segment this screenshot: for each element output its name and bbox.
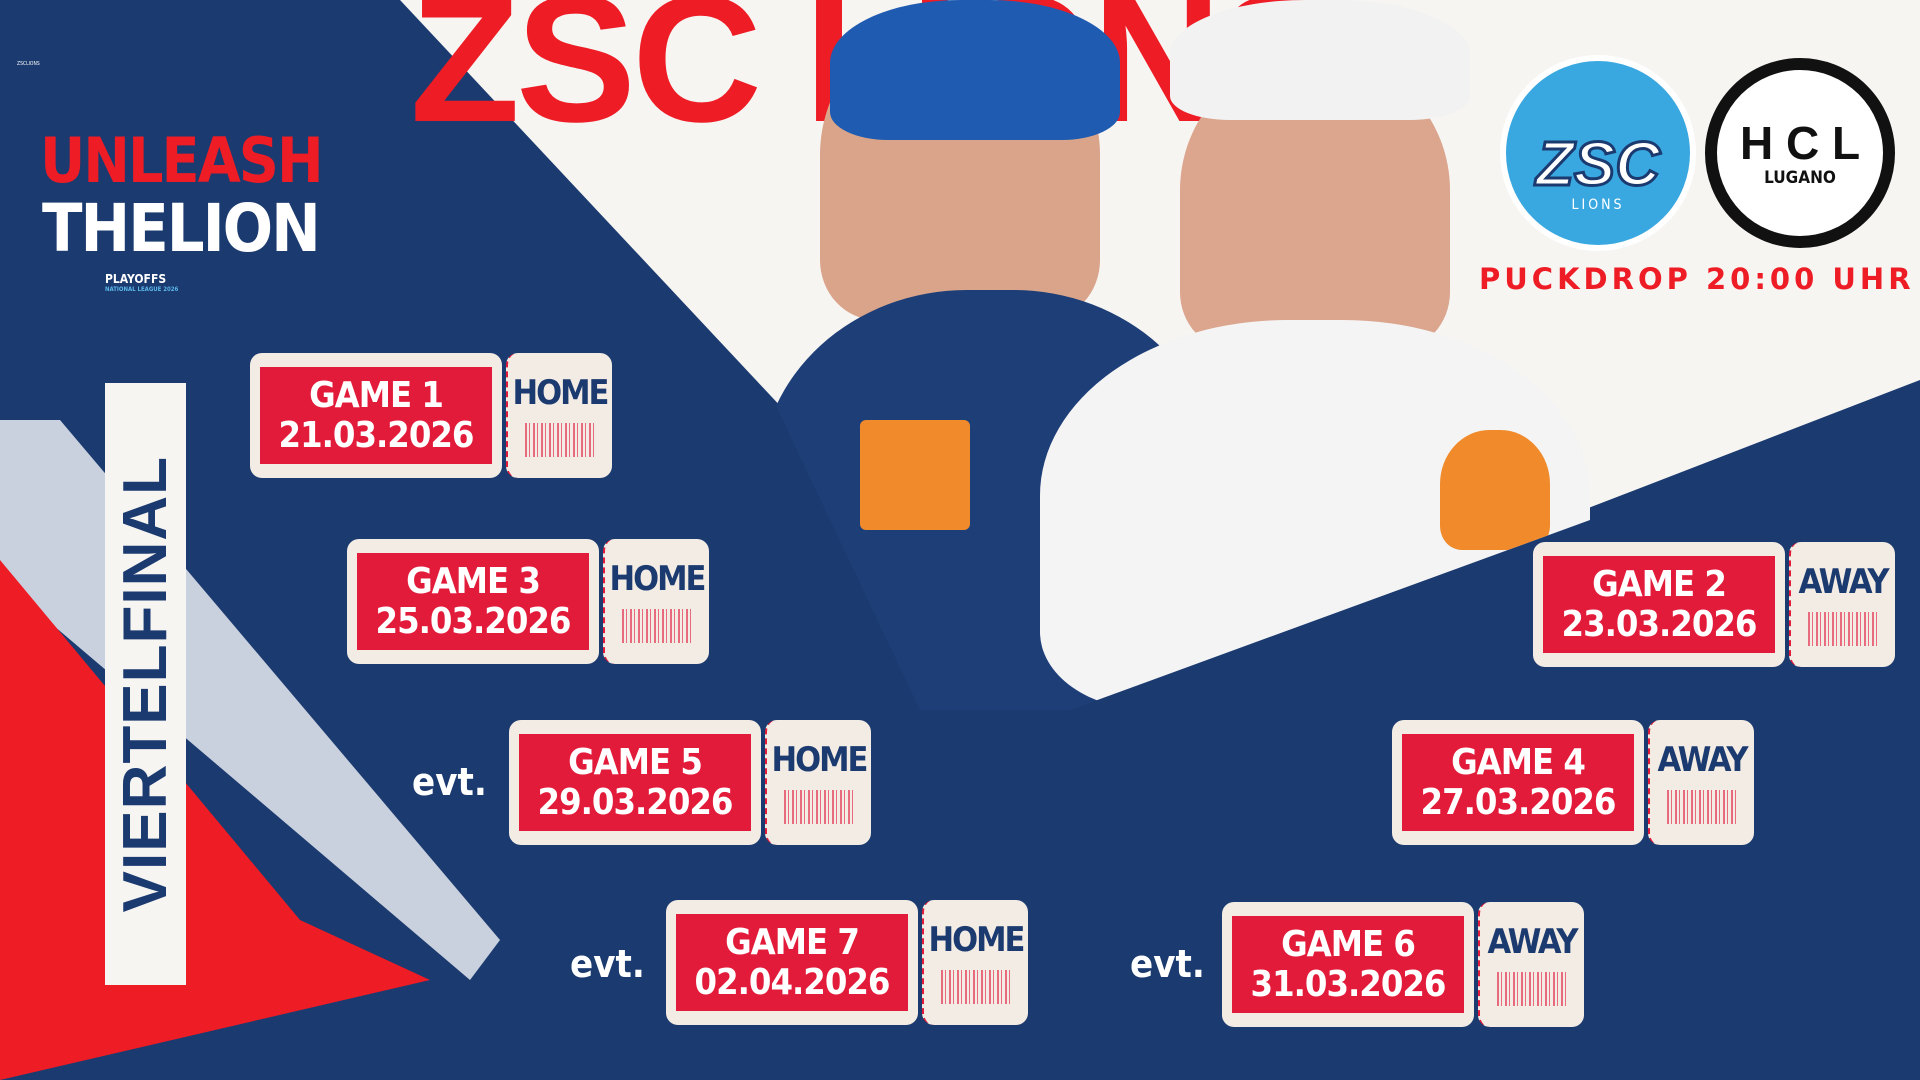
- playoffs-label: PLAYOFFS: [105, 272, 167, 286]
- game-date: 31.03.2026: [1250, 963, 1447, 1005]
- game-date: 29.03.2026: [537, 781, 734, 823]
- playoffs-logo: PLAYOFFS NATIONAL LEAGUE 2026: [105, 272, 178, 294]
- barcode-icon: [622, 609, 692, 643]
- players-photo: [740, 0, 1590, 710]
- ticket-stub: AWAY: [1648, 720, 1754, 845]
- ticket-stub: HOME: [922, 900, 1028, 1025]
- zsc-logo-sub: LIONS: [1571, 197, 1625, 213]
- ticket-main: GAME 4 27.03.2026: [1392, 720, 1644, 845]
- lugano-logo-letters: H C L: [1739, 117, 1861, 169]
- ticket-red-box: GAME 2 23.03.2026: [1543, 556, 1775, 653]
- barcode-icon: [941, 970, 1011, 1004]
- ticket-main: GAME 2 23.03.2026: [1533, 542, 1785, 667]
- game-ticket-2: GAME 2 23.03.2026 AWAY: [1533, 542, 1895, 667]
- game-ticket-4: GAME 4 27.03.2026 AWAY: [1392, 720, 1754, 845]
- venue-label: HOME: [512, 373, 610, 413]
- game-date: 23.03.2026: [1561, 603, 1758, 645]
- barcode-icon: [1667, 790, 1737, 824]
- round-banner: VIERTELFINAL: [105, 383, 186, 985]
- barcode-icon: [1497, 972, 1567, 1006]
- zsc-lions-logo: ZSC LIONS: [1500, 55, 1696, 251]
- eventual-label: evt.: [1130, 942, 1205, 986]
- game-label: GAME 3: [406, 560, 541, 602]
- player-right-helmet: [1170, 0, 1470, 120]
- game-label: GAME 4: [1451, 741, 1586, 783]
- slogan-the-lion: THELION: [42, 190, 321, 267]
- ticket-main: GAME 1 21.03.2026: [250, 353, 502, 478]
- ticket-red-box: GAME 7 02.04.2026: [676, 914, 908, 1011]
- ticket-red-box: GAME 3 25.03.2026: [357, 553, 589, 650]
- game-date: 21.03.2026: [278, 414, 475, 456]
- round-label: VIERTELFINAL: [110, 455, 180, 913]
- league-label: NATIONAL LEAGUE 2026: [105, 286, 179, 293]
- ticket-stub: HOME: [603, 539, 709, 664]
- ticket-main: GAME 6 31.03.2026: [1222, 902, 1474, 1027]
- ticket-main: GAME 7 02.04.2026: [666, 900, 918, 1025]
- zsc-logo-text: ZSC: [1535, 130, 1662, 199]
- ticket-stub: AWAY: [1478, 902, 1584, 1027]
- barcode-icon: [525, 423, 595, 457]
- game-label: GAME 6: [1281, 923, 1416, 965]
- venue-label: HOME: [771, 740, 869, 780]
- barcode-icon: [1808, 612, 1878, 646]
- ticket-stub: HOME: [506, 353, 612, 478]
- game-ticket-7: GAME 7 02.04.2026 HOME: [666, 900, 1028, 1025]
- ticket-red-box: GAME 6 31.03.2026: [1232, 916, 1464, 1013]
- venue-label: AWAY: [1798, 562, 1890, 602]
- game-date: 02.04.2026: [694, 961, 891, 1003]
- lugano-logo-name: LUGANO: [1764, 168, 1836, 188]
- tiny-watermark: ZSCLIONS: [17, 61, 40, 67]
- hc-lugano-logo: H C L LUGANO: [1705, 58, 1895, 248]
- game-ticket-5: GAME 5 29.03.2026 HOME: [509, 720, 871, 845]
- game-label: GAME 7: [725, 921, 860, 963]
- ticket-red-box: GAME 5 29.03.2026: [519, 734, 751, 831]
- ticket-stub: HOME: [765, 720, 871, 845]
- ticket-main: GAME 3 25.03.2026: [347, 539, 599, 664]
- game-label: GAME 5: [568, 741, 703, 783]
- game-label: GAME 2: [1592, 563, 1727, 605]
- eventual-label: evt.: [570, 942, 645, 986]
- ticket-stub: AWAY: [1789, 542, 1895, 667]
- barcode-icon: [784, 790, 854, 824]
- venue-label: AWAY: [1657, 740, 1749, 780]
- game-date: 27.03.2026: [1420, 781, 1617, 823]
- jersey-sponsor-patch-right: [1440, 430, 1550, 550]
- puckdrop-time: PUCKDROP 20:00 UHR: [1479, 262, 1915, 296]
- venue-label: AWAY: [1487, 922, 1579, 962]
- venue-label: HOME: [928, 920, 1026, 960]
- slogan-unleash: UNLEASH: [40, 124, 324, 197]
- eventual-label: evt.: [412, 760, 487, 804]
- game-label: GAME 1: [309, 374, 444, 416]
- game-date: 25.03.2026: [375, 600, 572, 642]
- ticket-red-box: GAME 1 21.03.2026: [260, 367, 492, 464]
- jersey-sponsor-patch: [860, 420, 970, 530]
- game-ticket-6: GAME 6 31.03.2026 AWAY: [1222, 902, 1584, 1027]
- game-ticket-1: GAME 1 21.03.2026 HOME: [250, 353, 612, 478]
- player-left-helmet: [830, 0, 1120, 140]
- ticket-red-box: GAME 4 27.03.2026: [1402, 734, 1634, 831]
- venue-label: HOME: [609, 559, 707, 599]
- ticket-main: GAME 5 29.03.2026: [509, 720, 761, 845]
- game-ticket-3: GAME 3 25.03.2026 HOME: [347, 539, 709, 664]
